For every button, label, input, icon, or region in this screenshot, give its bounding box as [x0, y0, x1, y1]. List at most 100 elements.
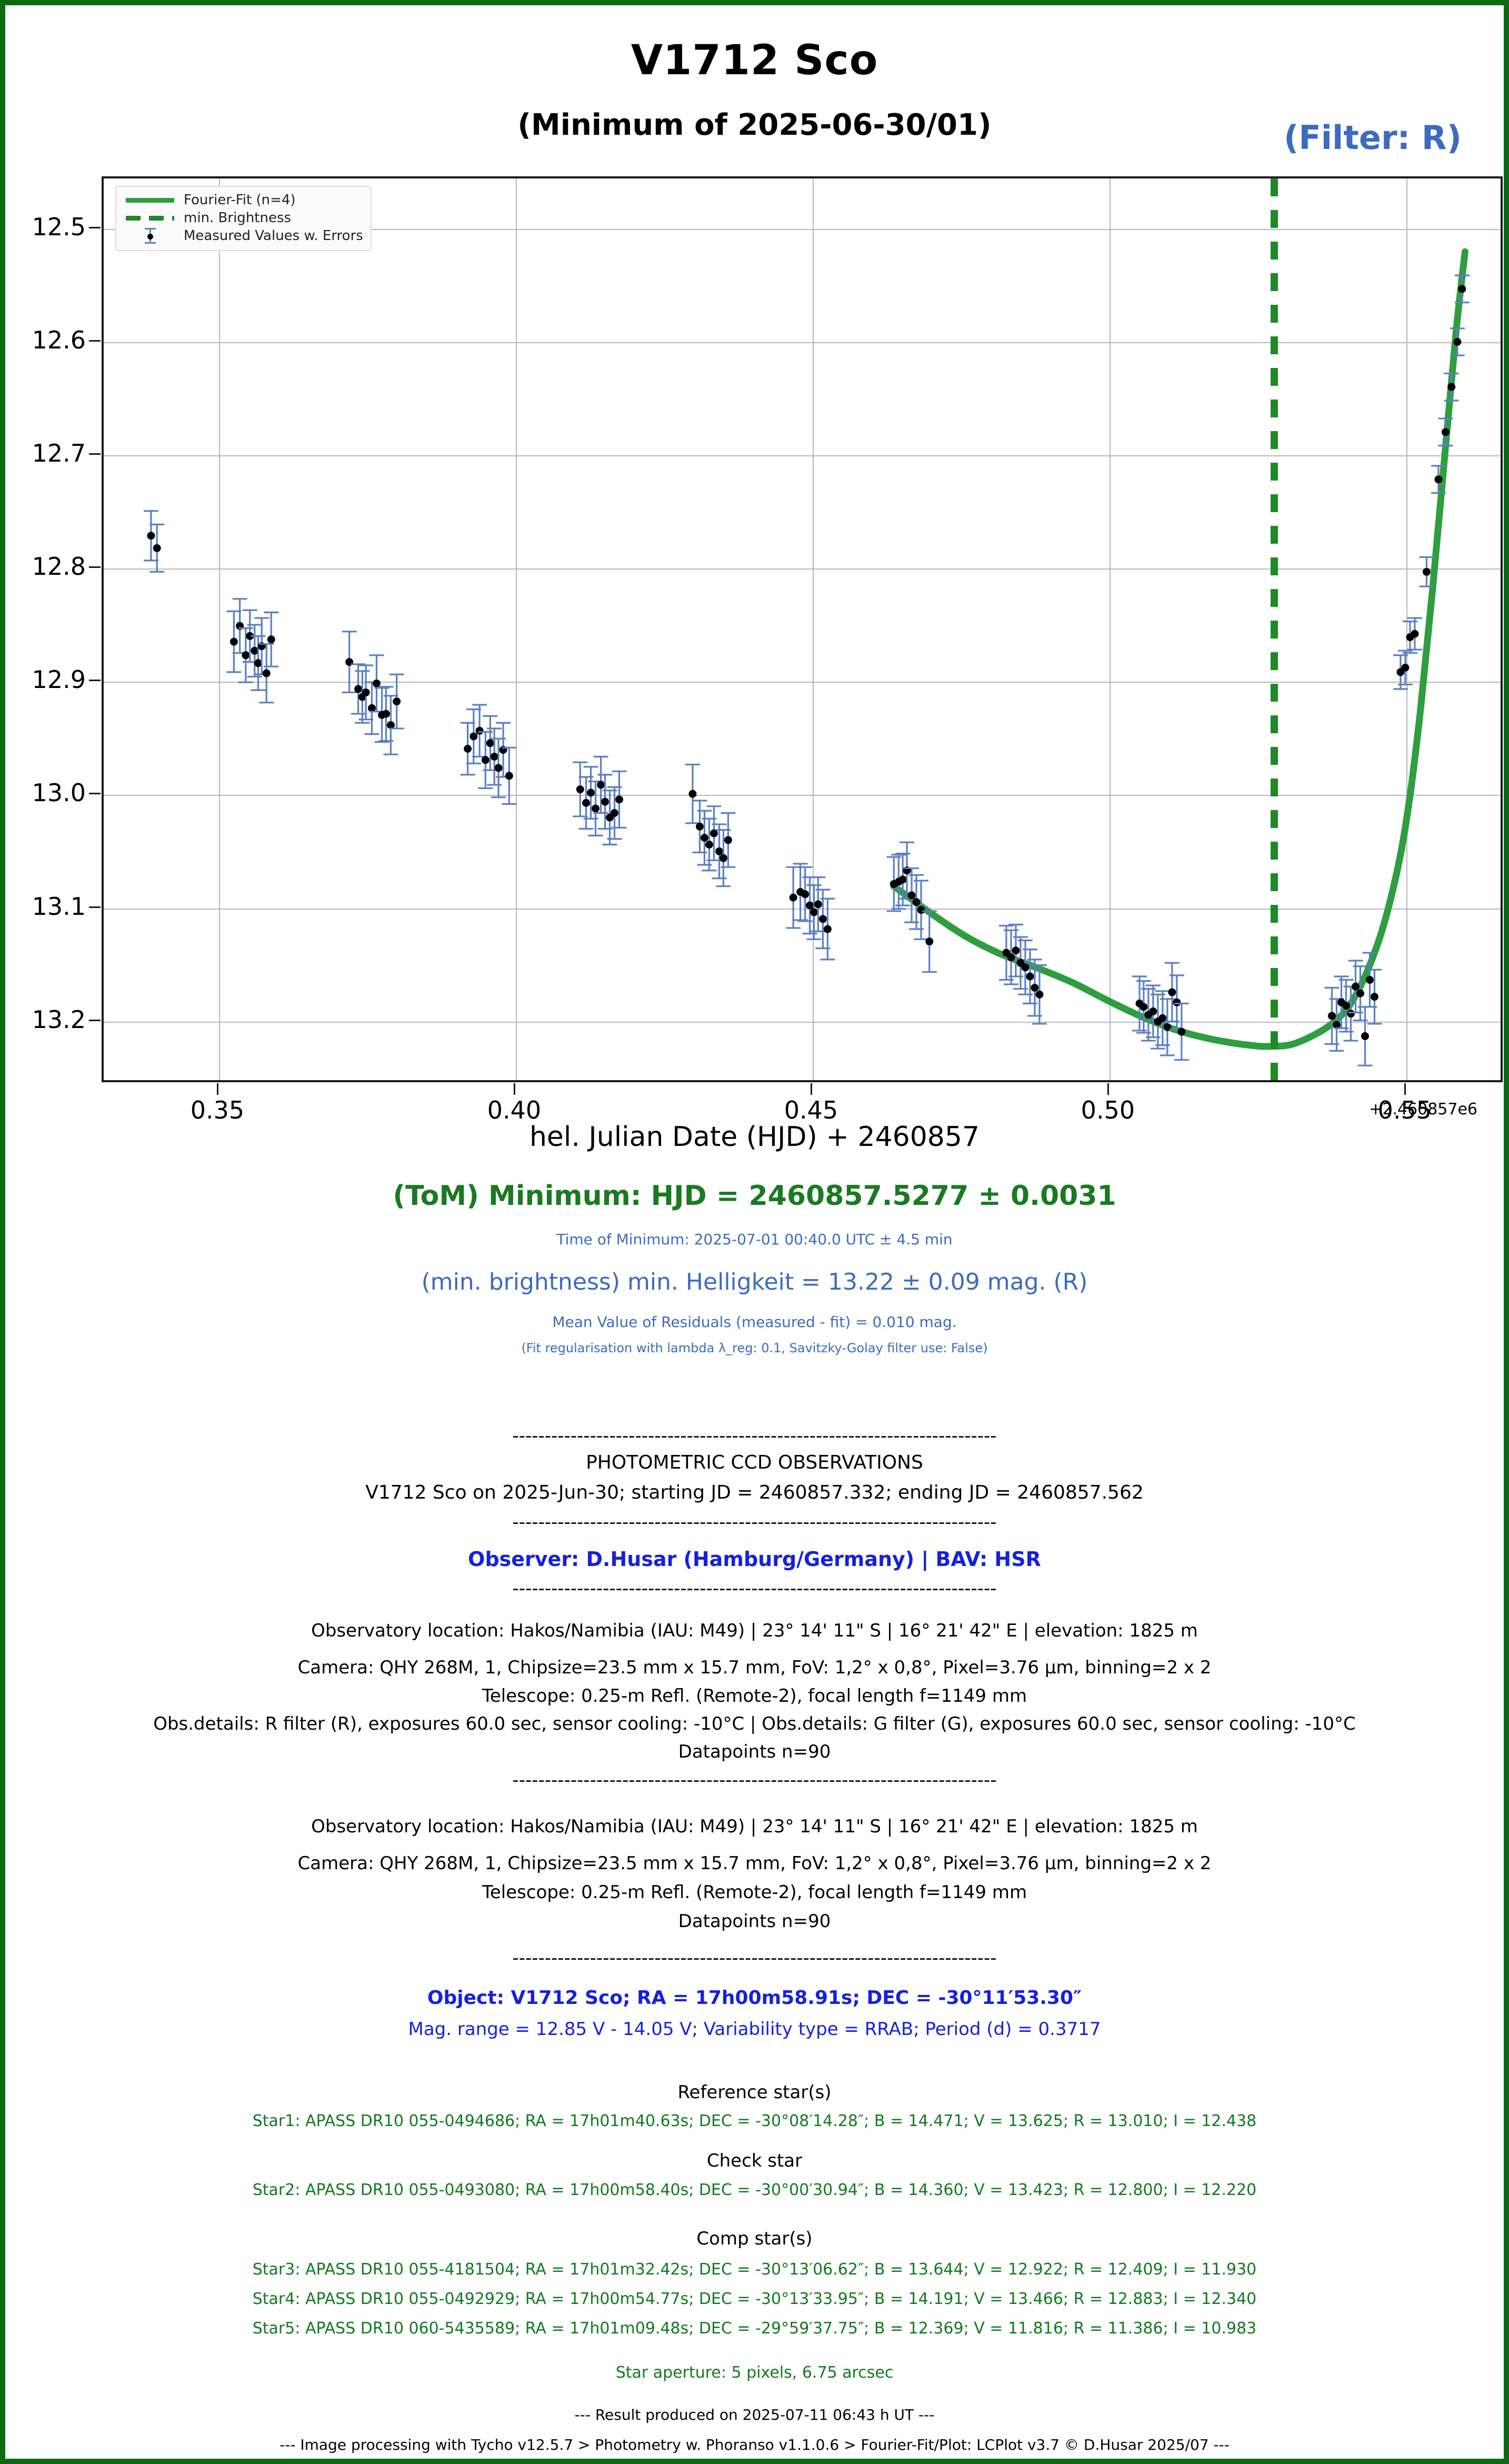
data-point: [149, 523, 165, 573]
data-point: [721, 812, 736, 868]
data-point: [358, 664, 374, 721]
grid-line-horizontal: [104, 908, 1501, 910]
grid-line-vertical: [515, 178, 517, 1080]
grid-line-vertical: [812, 178, 814, 1080]
check-star-heading: Check star: [706, 2150, 803, 2171]
y-tick-mark: [89, 906, 101, 908]
tom-minimum-line: (ToM) Minimum: HJD = 2460857.5277 ± 0.00…: [393, 1180, 1116, 1212]
fourier-fit-path: [890, 248, 1468, 1050]
observer-line: Observer: D.Husar (Hamburg/Germany) | BA…: [468, 1548, 1041, 1571]
grid-line-horizontal: [104, 682, 1501, 683]
data-point: [478, 731, 493, 790]
y-tick-label: 12.7: [32, 439, 86, 468]
footer-pipeline: --- Image processing with Tycho v12.5.7 …: [279, 2436, 1230, 2453]
y-tick-mark: [89, 1019, 101, 1021]
data-point: [573, 761, 588, 817]
data-point: [1160, 998, 1175, 1056]
grid-line-horizontal: [104, 568, 1501, 570]
data-point: [355, 670, 370, 724]
comp-star-3: Star3: APASS DR10 055-4181504; RA = 17h0…: [252, 2260, 1257, 2279]
y-tick-mark: [89, 680, 101, 682]
data-point: [247, 624, 262, 678]
data-point: [685, 763, 700, 824]
setup-r-camera: Camera: QHY 268M, 1, Chipsize=23.5 mm x …: [297, 1657, 1212, 1678]
data-point: [922, 910, 937, 973]
separator-2: ----------------------------------------…: [512, 1512, 997, 1533]
data-point: [1032, 964, 1047, 1025]
grid-line-horizontal: [104, 795, 1501, 796]
y-tick-label: 12.5: [32, 212, 86, 241]
reference-star-1: Star1: APASS DR10 055-0494686; RA = 17h0…: [252, 2112, 1257, 2130]
data-point: [802, 876, 817, 935]
dashed-line-icon: [124, 215, 176, 221]
data-point: [786, 866, 801, 929]
y-tick-mark: [89, 226, 101, 228]
y-tick-mark: [89, 566, 101, 568]
data-point: [607, 786, 622, 840]
setup-g-datapoints: Datapoints n=90: [678, 1911, 831, 1932]
data-point: [900, 841, 915, 900]
object-line-1: Object: V1712 Sco; RA = 17h00m58.91s; DE…: [427, 1987, 1082, 2009]
grid-line-horizontal: [104, 455, 1501, 457]
data-point: [593, 755, 608, 814]
measured-values-layer: [144, 274, 1470, 1066]
setup-r-datapoints: Datapoints n=90: [678, 1741, 831, 1762]
data-point: [820, 897, 835, 961]
data-point: [1407, 617, 1422, 651]
separator-4: ----------------------------------------…: [512, 1770, 997, 1791]
observation-session-line: V1712 Sco on 2025-Jun-30; starting JD = …: [365, 1482, 1144, 1503]
chart-legend: Fourier-Fit (n=4) min. Brightness Measur…: [115, 186, 372, 251]
legend-item-measured: Measured Values w. Errors: [124, 227, 363, 245]
min-brightness-line: [1271, 178, 1278, 1080]
x-tick-label: 0.45: [784, 1096, 838, 1124]
legend-label-fit: Fourier-Fit (n=4): [184, 192, 296, 208]
data-point: [264, 611, 279, 667]
comp-stars-heading: Comp star(s): [696, 2228, 813, 2249]
setup-r-obs-details: Obs.details: R filter (R), exposures 60.…: [153, 1713, 1356, 1734]
separator-1: ----------------------------------------…: [512, 1425, 997, 1447]
data-point: [144, 510, 158, 562]
setup-g-telescope: Telescope: 0.25-m Refl. (Remote-2), foca…: [482, 1882, 1027, 1903]
errorbar-icon: [124, 228, 176, 244]
y-tick-mark: [89, 340, 101, 342]
y-tick-label: 12.9: [32, 665, 86, 694]
data-point: [460, 722, 475, 776]
legend-item-fit: Fourier-Fit (n=4): [124, 191, 363, 209]
data-point: [502, 746, 517, 805]
object-line-2: Mag. range = 12.85 V - 14.05 V; Variabil…: [408, 2019, 1101, 2040]
y-tick-label: 13.2: [32, 1005, 86, 1034]
setup-g-camera: Camera: QHY 268M, 1, Chipsize=23.5 mm x …: [297, 1853, 1212, 1874]
data-point: [1338, 979, 1354, 1033]
separator-3: ----------------------------------------…: [512, 1578, 997, 1599]
data-point: [1438, 417, 1453, 447]
data-point: [483, 715, 498, 771]
comp-star-4: Star4: APASS DR10 055-0492929; RA = 17h0…: [252, 2290, 1257, 2308]
data-point: [259, 643, 274, 704]
data-point: [904, 867, 920, 923]
solid-line-icon: [124, 197, 176, 203]
x-axis-label: hel. Julian Date (HJD) + 2460857: [529, 1121, 980, 1153]
grid-line-vertical: [218, 178, 220, 1080]
y-tick-label: 13.1: [32, 892, 86, 921]
data-point: [364, 681, 379, 735]
x-axis-offset-label: +2.460857e6: [1369, 1100, 1477, 1119]
data-point: [1027, 959, 1042, 1017]
data-point: [1431, 465, 1446, 494]
data-point: [369, 654, 384, 713]
x-tick-mark: [1107, 1083, 1109, 1095]
data-point: [1454, 274, 1470, 304]
comp-star-5: Star5: APASS DR10 060-5435589; RA = 17h0…: [252, 2319, 1257, 2338]
grid-line-horizontal: [104, 342, 1501, 343]
legend-item-min: min. Brightness: [124, 209, 363, 227]
x-tick-label: 0.50: [1081, 1096, 1135, 1124]
y-tick-mark: [89, 793, 101, 795]
data-point: [389, 673, 404, 730]
min-brightness-line-text: (min. brightness) min. Helligkeit = 13.2…: [421, 1269, 1088, 1295]
x-tick-label: 0.55: [1377, 1096, 1432, 1124]
y-tick-label: 13.0: [32, 779, 86, 807]
data-point: [1450, 327, 1465, 356]
setup-r-location: Observatory location: Hakos/Namibia (IAU…: [311, 1620, 1198, 1641]
x-tick-mark: [216, 1083, 218, 1095]
page-subtitle: (Minimum of 2025-06-30/01): [517, 108, 992, 142]
data-point: [1174, 1002, 1189, 1061]
